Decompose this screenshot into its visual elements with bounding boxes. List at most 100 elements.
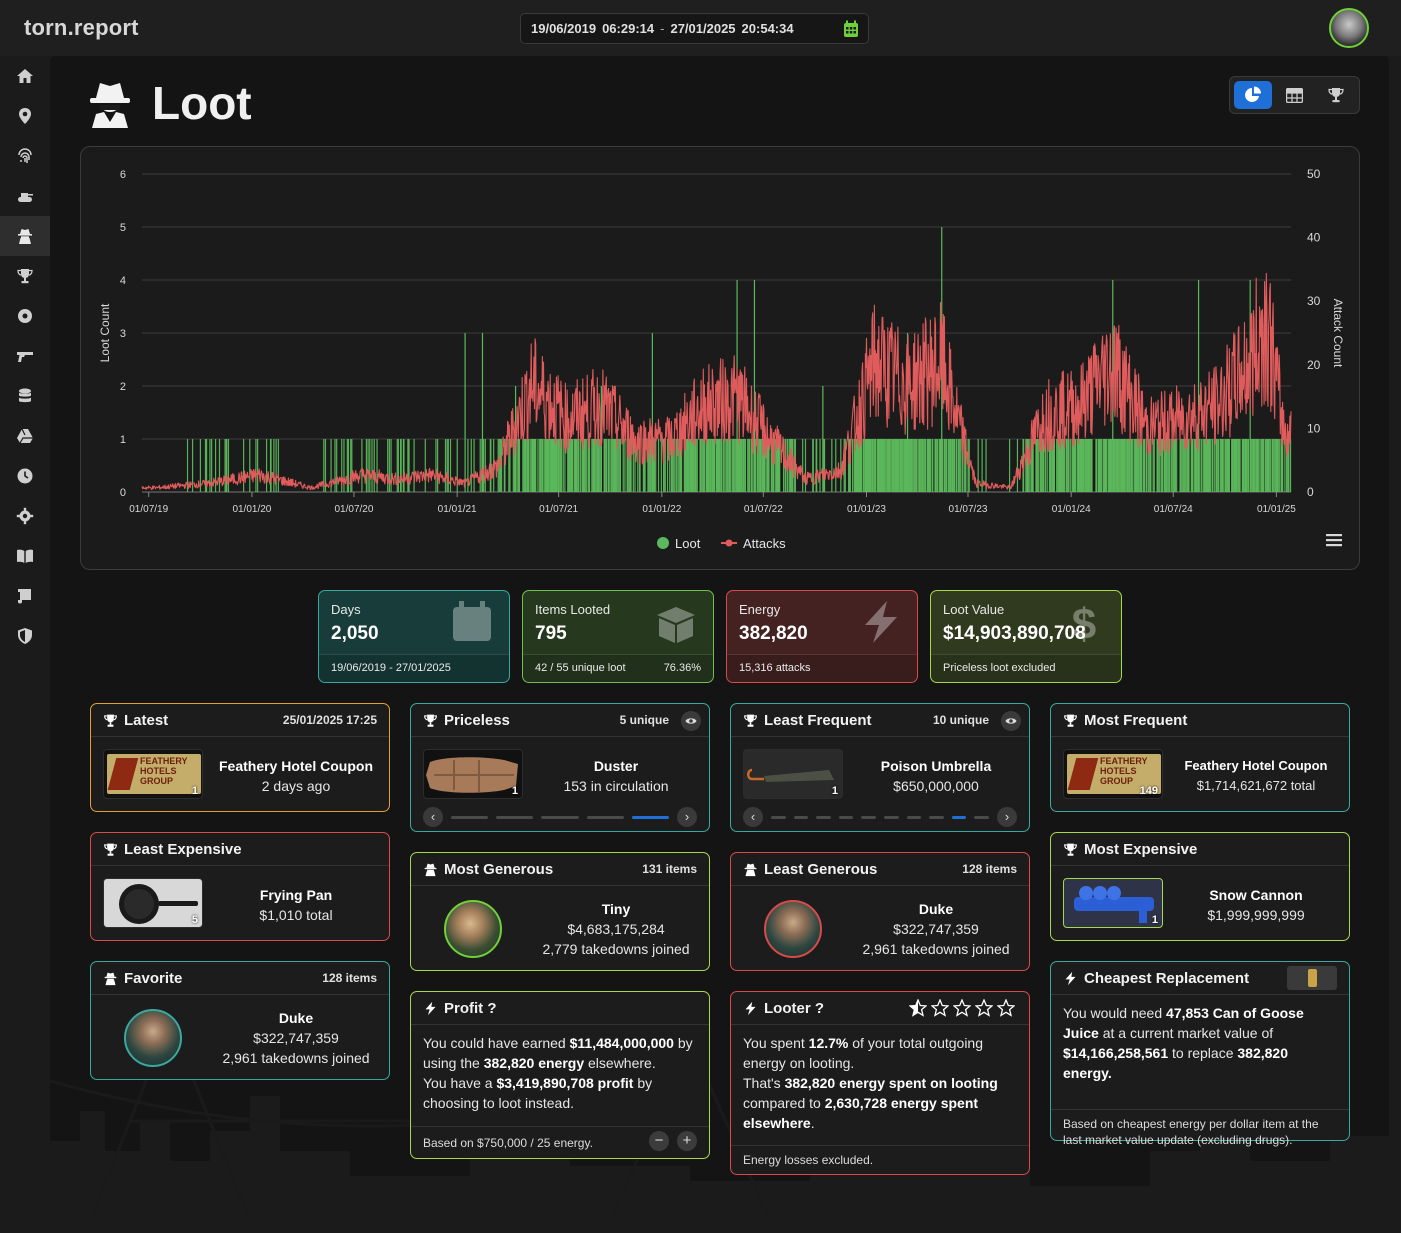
goose-juice-thumbnail[interactable] [1287, 966, 1337, 990]
loot-bar [447, 439, 449, 492]
user-avatar[interactable] [764, 900, 822, 958]
decrease-button[interactable]: − [649, 1131, 669, 1151]
loot-bar [1046, 439, 1048, 492]
nav-guide[interactable] [0, 536, 50, 576]
item-thumbnail[interactable]: 1 [743, 749, 843, 799]
nav-fingerprint[interactable] [0, 136, 50, 176]
loot-bar [1254, 439, 1256, 492]
item-thumbnail[interactable]: FEATHERY HOTELS GROUP 149 [1063, 749, 1163, 799]
nav-weapons[interactable] [0, 336, 50, 376]
item-thumbnail[interactable]: FEATHERY HOTELS GROUP 1 [103, 749, 203, 799]
loot-bar [822, 386, 824, 492]
loot-bar [1181, 439, 1183, 492]
svg-text:$: $ [1072, 600, 1096, 645]
pager-dot[interactable] [816, 816, 831, 819]
chart-view-button[interactable] [1234, 81, 1272, 109]
loot-bar [693, 439, 695, 492]
pager-dot[interactable] [951, 816, 967, 819]
loot-bar [611, 439, 613, 492]
nav-record[interactable] [0, 296, 50, 336]
nav-security[interactable] [0, 616, 50, 656]
loot-bar [753, 280, 756, 492]
shield-icon [18, 628, 32, 644]
loot-bar [572, 439, 574, 492]
bolt-icon [865, 601, 897, 643]
loot-bar [1289, 439, 1292, 492]
x-tick-label: 01/07/22 [744, 504, 783, 515]
loot-bar [369, 439, 371, 492]
table-view-button[interactable] [1276, 81, 1314, 109]
nav-location[interactable] [0, 96, 50, 136]
nav-drive[interactable] [0, 416, 50, 456]
loot-bar [617, 439, 619, 492]
loot-bar [424, 439, 426, 492]
calendar-icon[interactable] [843, 20, 859, 38]
pager-dot[interactable] [771, 816, 786, 819]
pager-dot[interactable] [838, 816, 854, 819]
loot-bar [365, 439, 368, 492]
chart-menu-icon[interactable] [1326, 534, 1342, 547]
loot-bar [1183, 439, 1186, 492]
nav-home[interactable] [0, 56, 50, 96]
item-thumbnail[interactable]: 1 [423, 749, 523, 799]
loot-bar [622, 439, 624, 492]
nav-logs[interactable] [0, 576, 50, 616]
attacks-line [141, 272, 1292, 491]
loot-bar [473, 439, 475, 492]
loot-bar [504, 439, 506, 492]
pager-dot[interactable] [861, 816, 876, 819]
loot-bar [1083, 439, 1085, 492]
nav-loot[interactable] [0, 216, 50, 256]
item-thumbnail[interactable]: 1 [1063, 878, 1163, 928]
pager-dot[interactable] [631, 816, 670, 819]
nav-settings[interactable] [0, 496, 50, 536]
pager-dot[interactable] [883, 816, 899, 819]
toggle-visibility-button[interactable] [1001, 711, 1021, 731]
increase-button[interactable]: + [677, 1131, 697, 1151]
loot-bar [1114, 439, 1116, 492]
pager-dot[interactable] [906, 816, 922, 819]
trophy-icon [17, 269, 33, 284]
prev-button[interactable]: ‹ [743, 807, 763, 827]
loot-bar [1053, 439, 1056, 492]
can-icon [1307, 969, 1317, 987]
user-avatar[interactable] [1329, 8, 1369, 48]
pager-dot[interactable] [929, 816, 944, 819]
item-pager: ‹ › [743, 807, 1017, 827]
brand-logo[interactable]: torn.report [24, 15, 139, 40]
loot-bar [1192, 439, 1194, 492]
user-avatar[interactable] [444, 900, 502, 958]
item-name: Feathery Hotel Coupon [1184, 758, 1328, 773]
toggle-visibility-button[interactable] [681, 711, 701, 731]
awards-view-button[interactable] [1317, 81, 1355, 109]
pager-dot[interactable] [451, 816, 489, 819]
loot-bar [760, 439, 762, 492]
next-button[interactable]: › [677, 807, 697, 827]
nav-history[interactable] [0, 456, 50, 496]
loot-bar [1148, 439, 1150, 492]
loot-bar [1237, 439, 1239, 492]
pager-dot[interactable] [541, 816, 579, 819]
loot-bar [957, 439, 960, 492]
nav-database[interactable] [0, 376, 50, 416]
date-range-picker[interactable]: 19/06/2019 06:29:14 - 27/01/2025 20:54:3… [520, 13, 869, 44]
stat-days: Days 2,050 19/06/2019 - 27/01/2025 [318, 590, 510, 683]
home-icon [17, 69, 33, 83]
nav-awards[interactable] [0, 256, 50, 296]
pager-dot[interactable] [586, 816, 624, 819]
pager-dot[interactable] [496, 816, 534, 819]
loot-bar [1106, 439, 1108, 492]
nav-tank[interactable] [0, 176, 50, 216]
user-avatar[interactable] [124, 1009, 182, 1067]
y-tick-right: 40 [1307, 231, 1321, 245]
user-name[interactable]: Duke [278, 1010, 314, 1026]
loot-bar [1150, 439, 1152, 492]
prev-button[interactable]: ‹ [423, 807, 443, 827]
item-thumbnail[interactable]: 5 [103, 878, 203, 928]
pager-dot[interactable] [974, 816, 989, 819]
user-name[interactable]: Tiny [601, 901, 631, 917]
next-button[interactable]: › [997, 807, 1017, 827]
loot-bar [1282, 439, 1284, 492]
user-name[interactable]: Duke [918, 901, 954, 917]
pager-dot[interactable] [793, 816, 809, 819]
